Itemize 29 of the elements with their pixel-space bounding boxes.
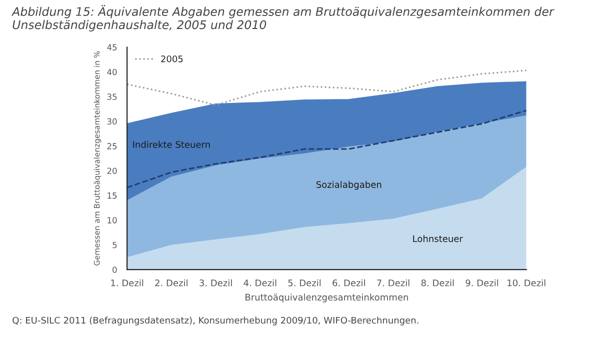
x-tick-label: 9. Dezil xyxy=(466,279,498,286)
line-series xyxy=(127,110,526,188)
x-tick-label: 1. Dezil xyxy=(111,279,144,286)
x-tick-label: 8. Dezil xyxy=(421,279,454,286)
y-tick-label: 10 xyxy=(108,217,117,224)
x-tick-label: 7. Dezil xyxy=(377,279,410,286)
series-label: Lohnsteuer xyxy=(413,235,463,242)
x-tick-label: 5. Dezil xyxy=(288,279,321,286)
y-tick-label: 40 xyxy=(107,68,117,76)
text: Q: EU-SILC 2011 (Befragungsdatensatz), Konsumerhebung 2009/10, WIFO-Berechnungen. xyxy=(12,316,418,326)
x-tick-label: 4. Dezil xyxy=(244,279,276,286)
y-tick-label: 5 xyxy=(112,242,117,248)
x-tick-label: 2. Dezil xyxy=(155,279,188,286)
x-axis-title: Bruttoäquivalenzgesamteinkommen xyxy=(246,294,408,302)
y-tick-label: 35 xyxy=(107,94,117,100)
x-tick-label: 6. Dezil xyxy=(332,279,365,286)
y-tick-label: 20 xyxy=(107,168,117,174)
line-series xyxy=(127,70,526,106)
x-tick-label: 10. Dezil xyxy=(508,279,546,286)
y-tick-label: 15 xyxy=(108,192,117,199)
y-tick-label: 0 xyxy=(112,266,117,273)
legend-label: 2005 xyxy=(161,55,183,62)
y-tick-label: 45 xyxy=(107,44,117,50)
series-label: Sozialabgaben xyxy=(316,180,382,190)
y-tick-label: 25 xyxy=(107,143,117,150)
y-tick-label: 30 xyxy=(107,118,117,125)
x-tick-label: 3. Dezil xyxy=(200,279,232,286)
series-label: Indirekte Steuern xyxy=(133,140,210,148)
chart-title: Abbildung 15: Äquivalente Abgaben gemessen am Bruttoäquivalenzgesamteinkommen der Unselbständigenhaushalte, 2005 und 2010 xyxy=(11,5,554,32)
